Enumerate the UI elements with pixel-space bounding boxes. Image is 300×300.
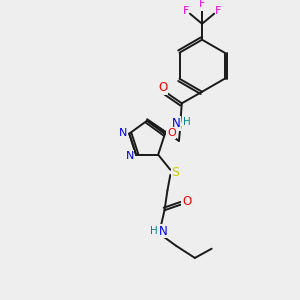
Text: S: S [172,166,179,179]
Text: F: F [215,6,222,16]
Text: O: O [182,195,191,208]
Text: N: N [125,151,134,161]
Text: N: N [159,225,168,238]
Text: N: N [119,128,127,137]
Text: O: O [167,128,176,138]
Text: N: N [172,117,180,130]
Text: H: H [183,117,190,127]
Text: H: H [150,226,158,236]
Text: O: O [158,81,168,94]
Text: F: F [199,0,205,8]
Text: F: F [182,6,189,16]
